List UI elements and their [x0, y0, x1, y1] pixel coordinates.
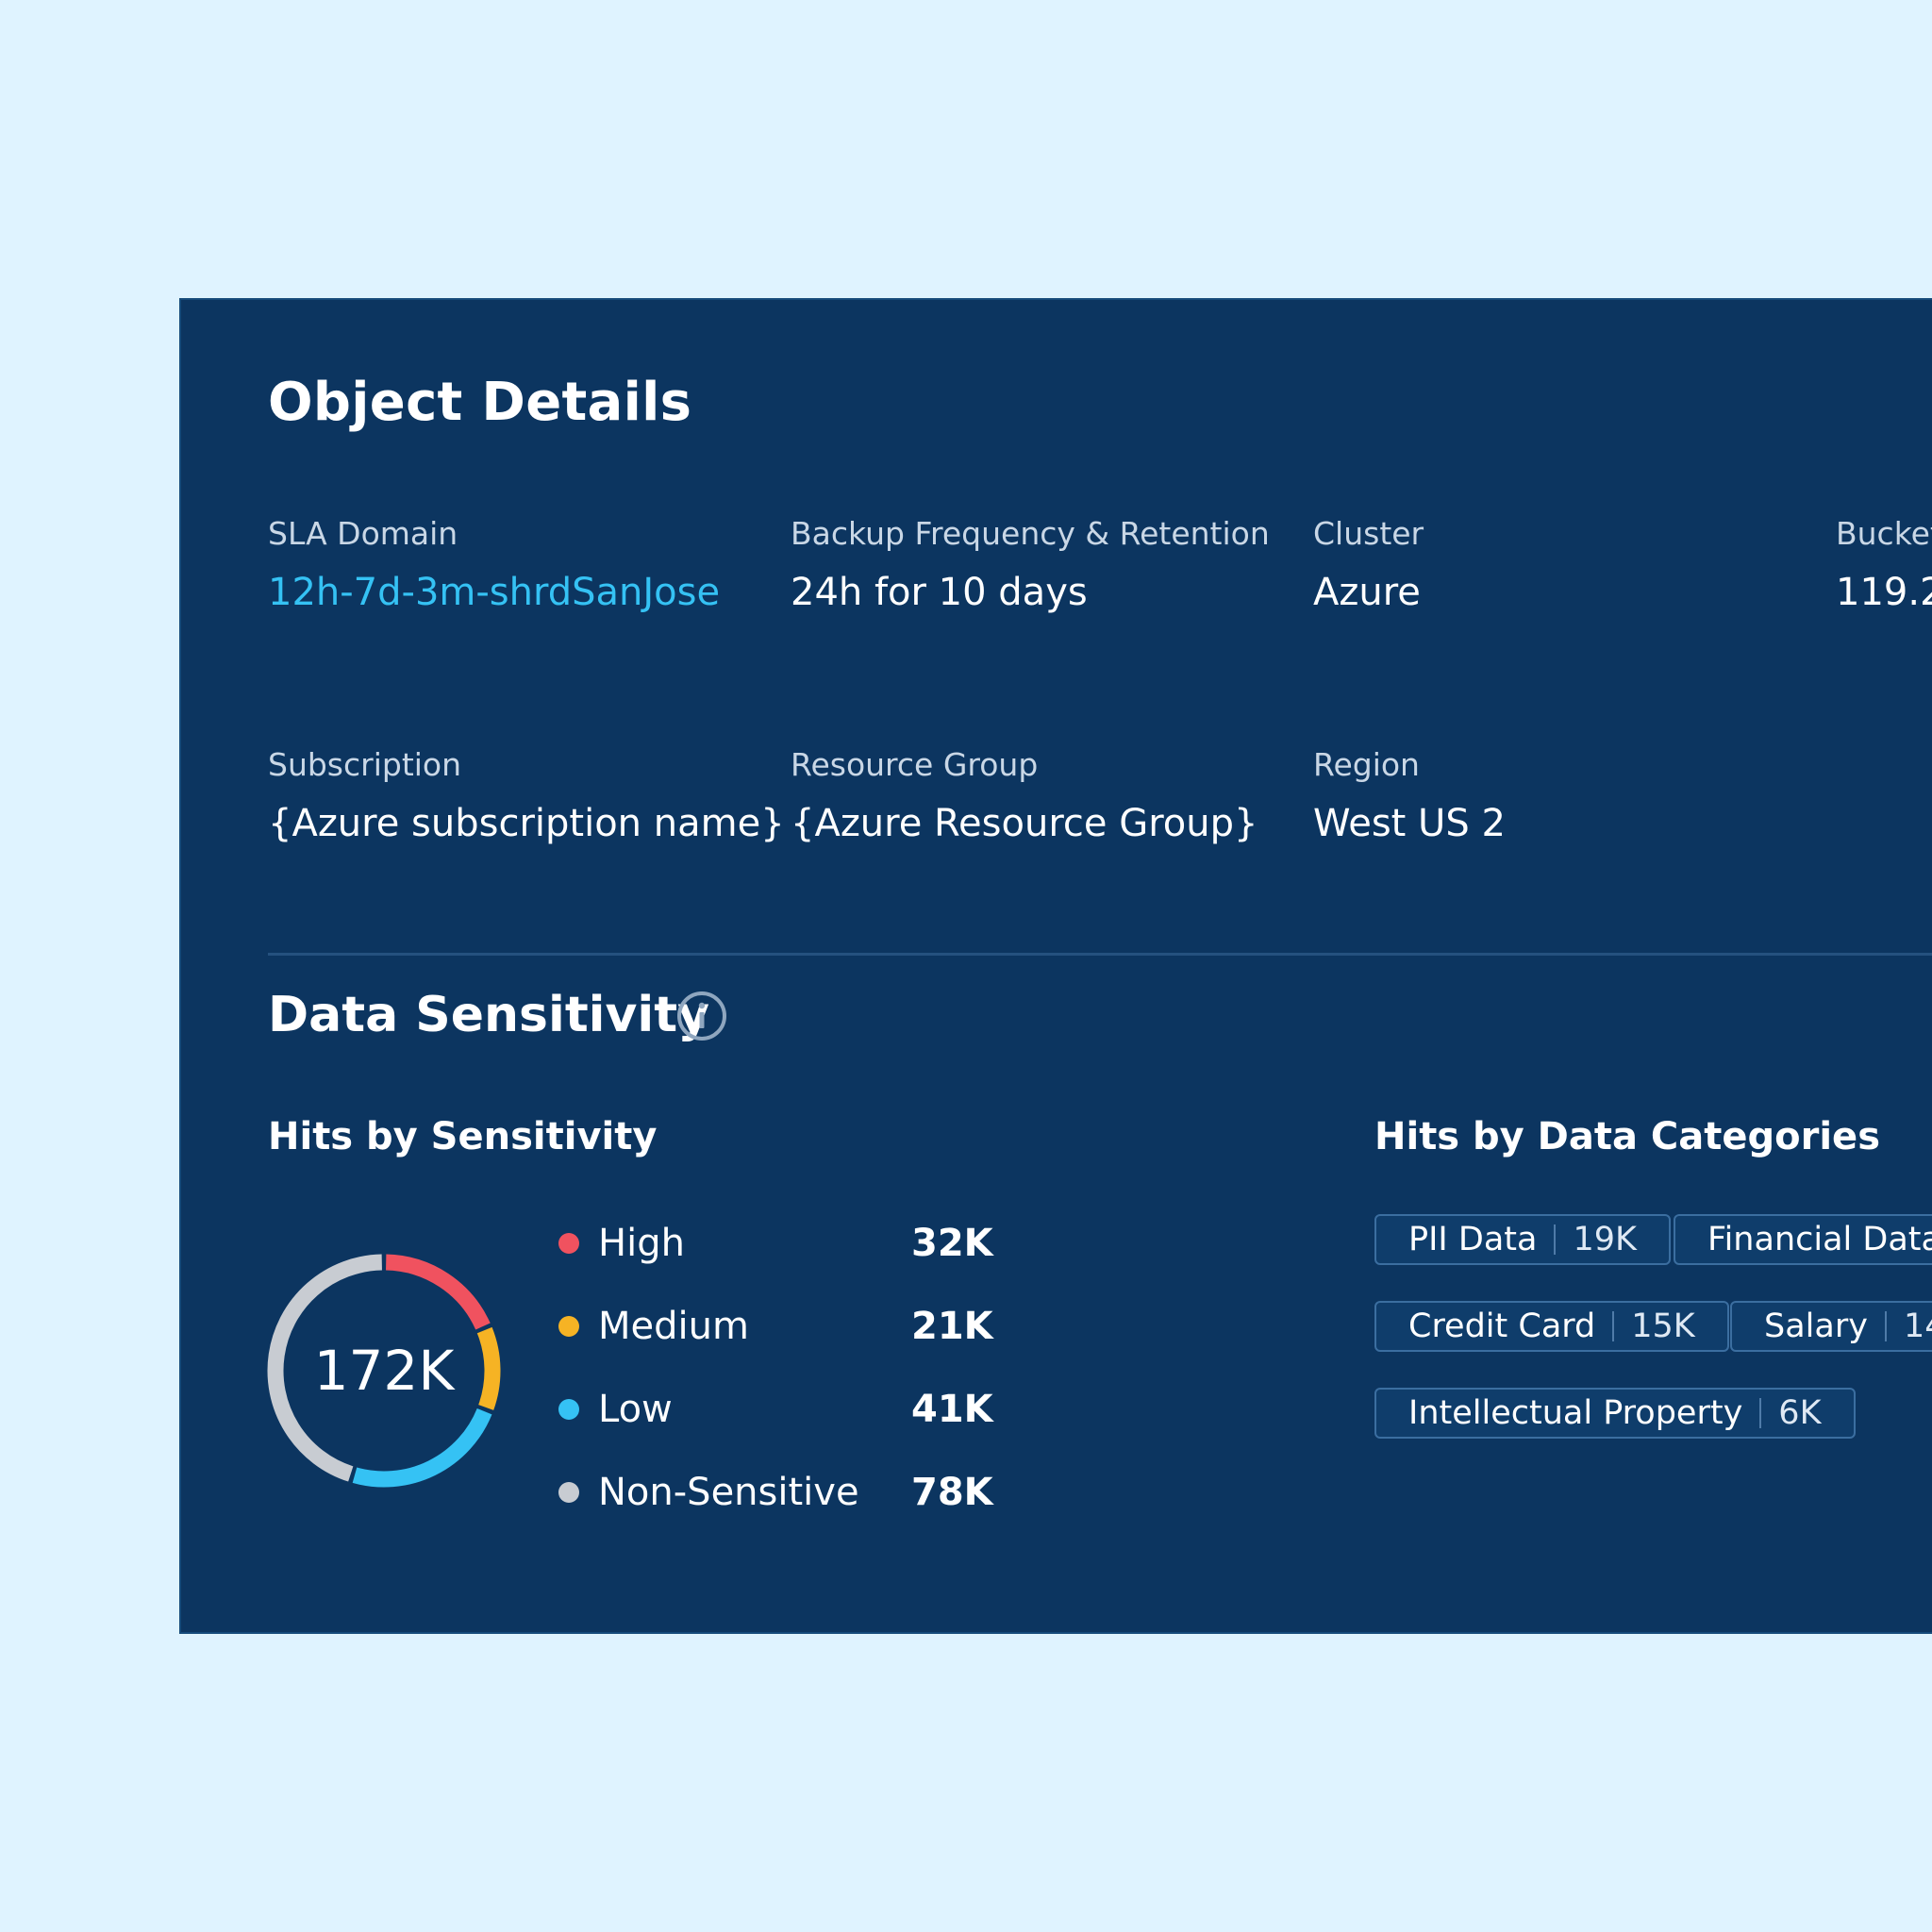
chip-count: 19K — [1573, 1221, 1637, 1258]
legend-label: Medium — [598, 1305, 749, 1348]
chip-count: 15K — [1631, 1307, 1695, 1345]
legend-value: 21K — [911, 1305, 993, 1348]
detail-label: Backup Frequency & Retention — [791, 515, 1270, 552]
donut-total: 172K — [313, 1339, 455, 1403]
donut-segment-high — [385, 1254, 491, 1330]
info-icon[interactable] — [675, 990, 728, 1042]
category-chip-pii-data[interactable]: PII Data 19K — [1374, 1214, 1671, 1265]
legend-label: Non-Sensitive — [598, 1471, 859, 1514]
legend-value: 78K — [911, 1471, 993, 1514]
chip-separator — [1612, 1311, 1615, 1341]
category-chip-salary[interactable]: Salary 14K — [1730, 1301, 1932, 1352]
detail-region: Region West US 2 — [1313, 746, 1506, 846]
chip-count: 14K — [1903, 1307, 1932, 1345]
detail-subscription: Subscription {Azure subscription name} — [268, 746, 785, 846]
detail-value: West US 2 — [1313, 802, 1506, 845]
detail-label: Resource Group — [791, 746, 1039, 783]
detail-value: 119.2 — [1836, 571, 1932, 614]
chip-separator — [1554, 1224, 1557, 1255]
detail-label: Region — [1313, 746, 1420, 783]
detail-label: Cluster — [1313, 515, 1424, 552]
detail-backup-frequency: Backup Frequency & Retention 24h for 10 … — [791, 515, 1270, 615]
legend-label: Low — [598, 1388, 673, 1431]
data-sensitivity-title: Data Sensitivity — [268, 987, 709, 1043]
detail-sla-domain: SLA Domain 12h-7d-3m-shrdSanJose — [268, 515, 720, 615]
detail-label: Bucket — [1836, 515, 1932, 552]
donut-segment-non-sensitive — [267, 1254, 382, 1482]
sensitivity-donut-chart — [267, 1254, 501, 1488]
legend-row-non-sensitive: Non-Sensitive 78K — [558, 1464, 1011, 1521]
hits-by-data-categories-title: Hits by Data Categories — [1374, 1115, 1880, 1158]
chip-label: Salary — [1764, 1307, 1868, 1345]
category-chip-intellectual-property[interactable]: Intellectual Property 6K — [1374, 1388, 1856, 1439]
legend-value: 32K — [911, 1222, 993, 1265]
chip-count: 6K — [1778, 1394, 1822, 1432]
medium-dot — [558, 1316, 579, 1337]
category-chip-credit-card[interactable]: Credit Card 15K — [1374, 1301, 1729, 1352]
chip-label: Financial Data — [1707, 1221, 1932, 1258]
detail-cluster: Cluster Azure — [1313, 515, 1424, 615]
detail-value: {Azure Resource Group} — [791, 802, 1258, 845]
detail-resource-group: Resource Group {Azure Resource Group} — [791, 746, 1257, 846]
donut-segment-low — [352, 1407, 492, 1488]
high-dot — [558, 1233, 579, 1254]
chip-separator — [1884, 1311, 1887, 1341]
category-chip-financial-data[interactable]: Financial Data — [1674, 1214, 1932, 1265]
detail-label: SLA Domain — [268, 515, 458, 552]
detail-label: Subscription — [268, 746, 462, 783]
object-details-panel: Object Details SLA Domain 12h-7d-3m-shrd… — [179, 298, 1932, 1634]
legend-row-low: Low 41K — [558, 1381, 1011, 1438]
detail-value: Azure — [1313, 571, 1421, 614]
chip-separator — [1759, 1398, 1762, 1428]
non-sensitive-dot — [558, 1482, 579, 1503]
chip-label: Credit Card — [1408, 1307, 1596, 1345]
chip-label: PII Data — [1408, 1221, 1538, 1258]
detail-bucket: Bucket 119.2 — [1836, 515, 1932, 615]
hits-by-sensitivity-title: Hits by Sensitivity — [268, 1115, 658, 1158]
detail-value: 24h for 10 days — [791, 571, 1088, 614]
sla-domain-link[interactable]: 12h-7d-3m-shrdSanJose — [268, 571, 721, 614]
chip-label: Intellectual Property — [1408, 1394, 1743, 1432]
section-divider — [268, 953, 1932, 956]
legend-value: 41K — [911, 1388, 993, 1431]
legend-row-medium: Medium 21K — [558, 1298, 1011, 1355]
legend-label: High — [598, 1222, 685, 1265]
low-dot — [558, 1399, 579, 1420]
panel-title: Object Details — [268, 372, 692, 433]
legend-row-high: High 32K — [558, 1215, 1011, 1272]
detail-value: {Azure subscription name} — [268, 802, 785, 845]
donut-segment-medium — [476, 1326, 501, 1410]
